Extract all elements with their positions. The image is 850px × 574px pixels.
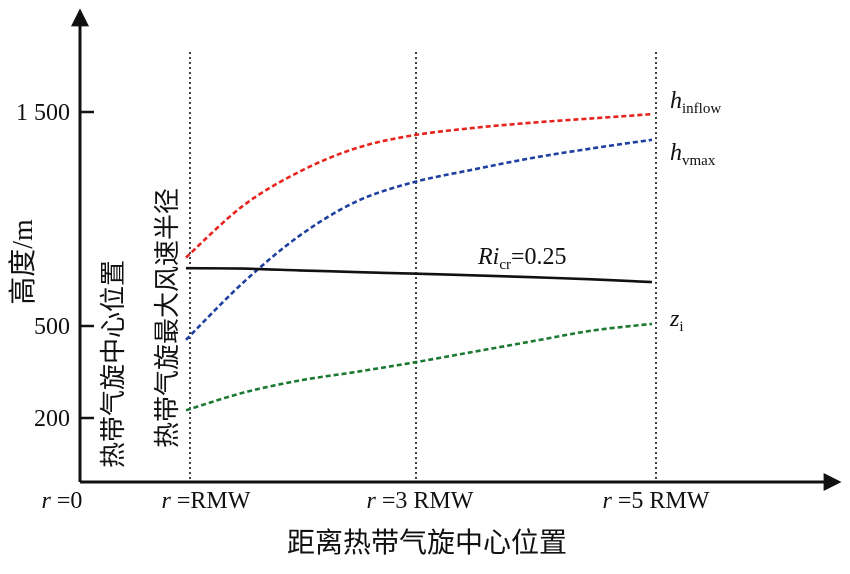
series-line-z-i xyxy=(185,322,653,412)
x-axis-label: 距离热带气旋中心位置 xyxy=(287,527,567,559)
x-tick-label: r =0 xyxy=(42,488,83,514)
series-line-h-vmax xyxy=(185,138,653,341)
series-label-z-i: zi xyxy=(669,306,684,335)
series-label-h-inflow: hinflow xyxy=(670,88,721,117)
y-ticks: 200 500 1 500 xyxy=(16,100,94,432)
series-label-ri-cr: Ricr=0.25 xyxy=(477,244,567,273)
y-tick-label: 1 500 xyxy=(16,100,70,126)
vertical-label: 热带气旋中心位置 xyxy=(99,260,128,468)
series-labels: hinflow hvmax Ricr=0.25 zi xyxy=(477,88,721,335)
x-tick-label: r =3 RMW xyxy=(367,488,474,514)
vertical-labels: 热带气旋中心位置 热带气旋最大风速半径 xyxy=(99,188,182,468)
series-lines xyxy=(185,112,653,412)
reference-lines xyxy=(189,52,657,482)
x-tick-label: r =RMW xyxy=(162,488,251,514)
x-tick-label: r =5 RMW xyxy=(603,488,710,514)
series-line-ri-cr xyxy=(185,266,653,284)
series-label-h-vmax: hvmax xyxy=(670,140,716,169)
vertical-label: 热带气旋最大风速半径 xyxy=(153,188,182,448)
y-tick-label: 500 xyxy=(34,314,70,340)
series-line-h-inflow xyxy=(185,112,653,259)
x-ticks: r =0 r =RMW r =3 RMW r =5 RMW xyxy=(42,488,710,514)
y-axis-label: 高度/m xyxy=(7,219,39,305)
axes xyxy=(71,8,842,491)
y-tick-label: 200 xyxy=(34,406,70,432)
